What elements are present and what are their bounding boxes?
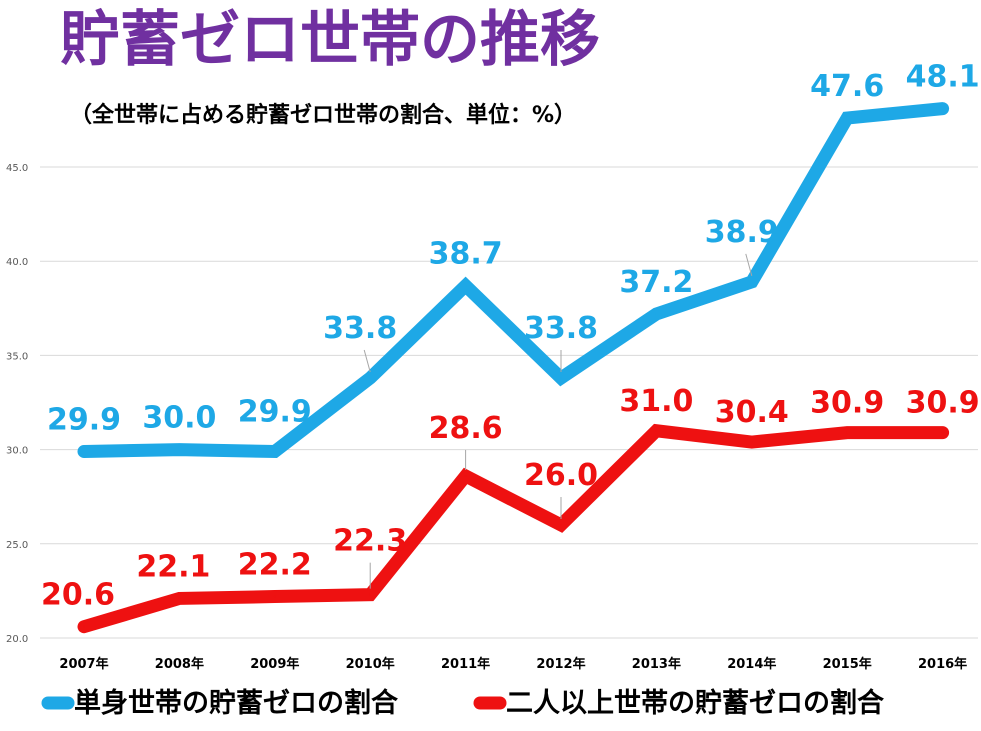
data-point: [369, 593, 372, 596]
data-point: [178, 597, 181, 600]
x-tick-label: 2008年: [155, 656, 204, 672]
y-tick-label: 40.0: [6, 257, 28, 268]
data-point: [655, 429, 658, 432]
data-label: 22.3: [333, 524, 407, 559]
x-tick-label: 2011年: [441, 656, 490, 672]
data-label: 30.9: [810, 386, 884, 421]
x-tick-label: 2009年: [250, 656, 299, 672]
data-label: 30.0: [142, 401, 216, 436]
data-point: [750, 441, 753, 444]
multi-household-line: [77, 423, 950, 634]
x-axis-ticks: 2007年 2008年 2009年 2010年 2011年 2012年 2013年 2014年…: [59, 656, 967, 672]
data-label: 30.9: [906, 386, 980, 421]
data-point: [273, 595, 276, 598]
x-tick-label: 2010年: [346, 656, 395, 672]
data-label: 47.6: [810, 69, 884, 104]
data-point: [846, 117, 849, 120]
legend-label: 二人以上世帯の貯蓄ゼロの割合: [506, 687, 884, 719]
data-point: [560, 523, 562, 526]
data-point: [178, 448, 181, 451]
y-tick-label: 45.0: [6, 163, 28, 174]
data-point: [83, 450, 85, 453]
data-point: [464, 474, 467, 477]
x-tick-label: 2007年: [59, 656, 108, 672]
x-tick-label: 2015年: [823, 656, 872, 672]
data-point: [560, 377, 562, 380]
chart-subtitle: （全世帯に占める貯蓄ゼロ世帯の割合、単位：%）: [70, 102, 576, 128]
data-point: [750, 280, 753, 283]
data-point: [464, 284, 467, 287]
data-point: [941, 107, 944, 110]
chart-title: 貯蓄ゼロ世帯の推移: [60, 5, 600, 75]
y-axis-ticks: 20.0 25.0 30.0 35.0 40.0 45.0: [6, 163, 28, 645]
leader-line: [363, 349, 371, 373]
x-tick-label: 2012年: [536, 656, 585, 672]
data-point: [846, 431, 849, 434]
data-label: 37.2: [619, 265, 693, 300]
data-label: 29.9: [238, 394, 312, 429]
data-label: 28.6: [429, 411, 503, 446]
leader-line: [745, 253, 753, 277]
data-point: [273, 450, 276, 453]
x-tick-label: 2014年: [727, 656, 776, 672]
y-tick-label: 30.0: [6, 446, 28, 457]
x-tick-label: 2013年: [632, 656, 681, 672]
data-label: 48.1: [906, 60, 980, 95]
series-lines: [77, 102, 950, 634]
data-point: [941, 431, 944, 434]
data-point: [655, 312, 658, 315]
data-label: 22.1: [136, 549, 210, 584]
legend-label: 単身世帯の貯蓄ゼロの割合: [74, 687, 398, 719]
data-label: 30.4: [715, 395, 789, 430]
data-labels: 29.9 30.0 29.9 33.8 38.7 33.8 37.2 38.9 47.6 48.1…: [41, 60, 980, 613]
y-tick-label: 25.0: [6, 540, 28, 551]
data-label: 33.8: [524, 311, 598, 346]
data-label: 31.0: [619, 384, 693, 419]
y-tick-label: 35.0: [6, 351, 28, 362]
data-label: 33.8: [323, 311, 397, 346]
data-label: 26.0: [524, 458, 598, 493]
x-tick-label: 2016年: [918, 656, 967, 672]
data-label: 38.7: [429, 237, 503, 272]
single-household-line: [77, 102, 950, 459]
data-label: 20.6: [41, 578, 115, 613]
data-point: [369, 377, 372, 380]
data-label: 22.2: [238, 548, 312, 583]
legend: 単身世帯の貯蓄ゼロの割合 二人以上世帯の貯蓄ゼロの割合: [41, 687, 884, 719]
data-label: 38.9: [705, 215, 779, 250]
data-point: [83, 625, 85, 628]
y-tick-label: 20.0: [6, 634, 28, 645]
data-label: 29.9: [47, 402, 121, 437]
